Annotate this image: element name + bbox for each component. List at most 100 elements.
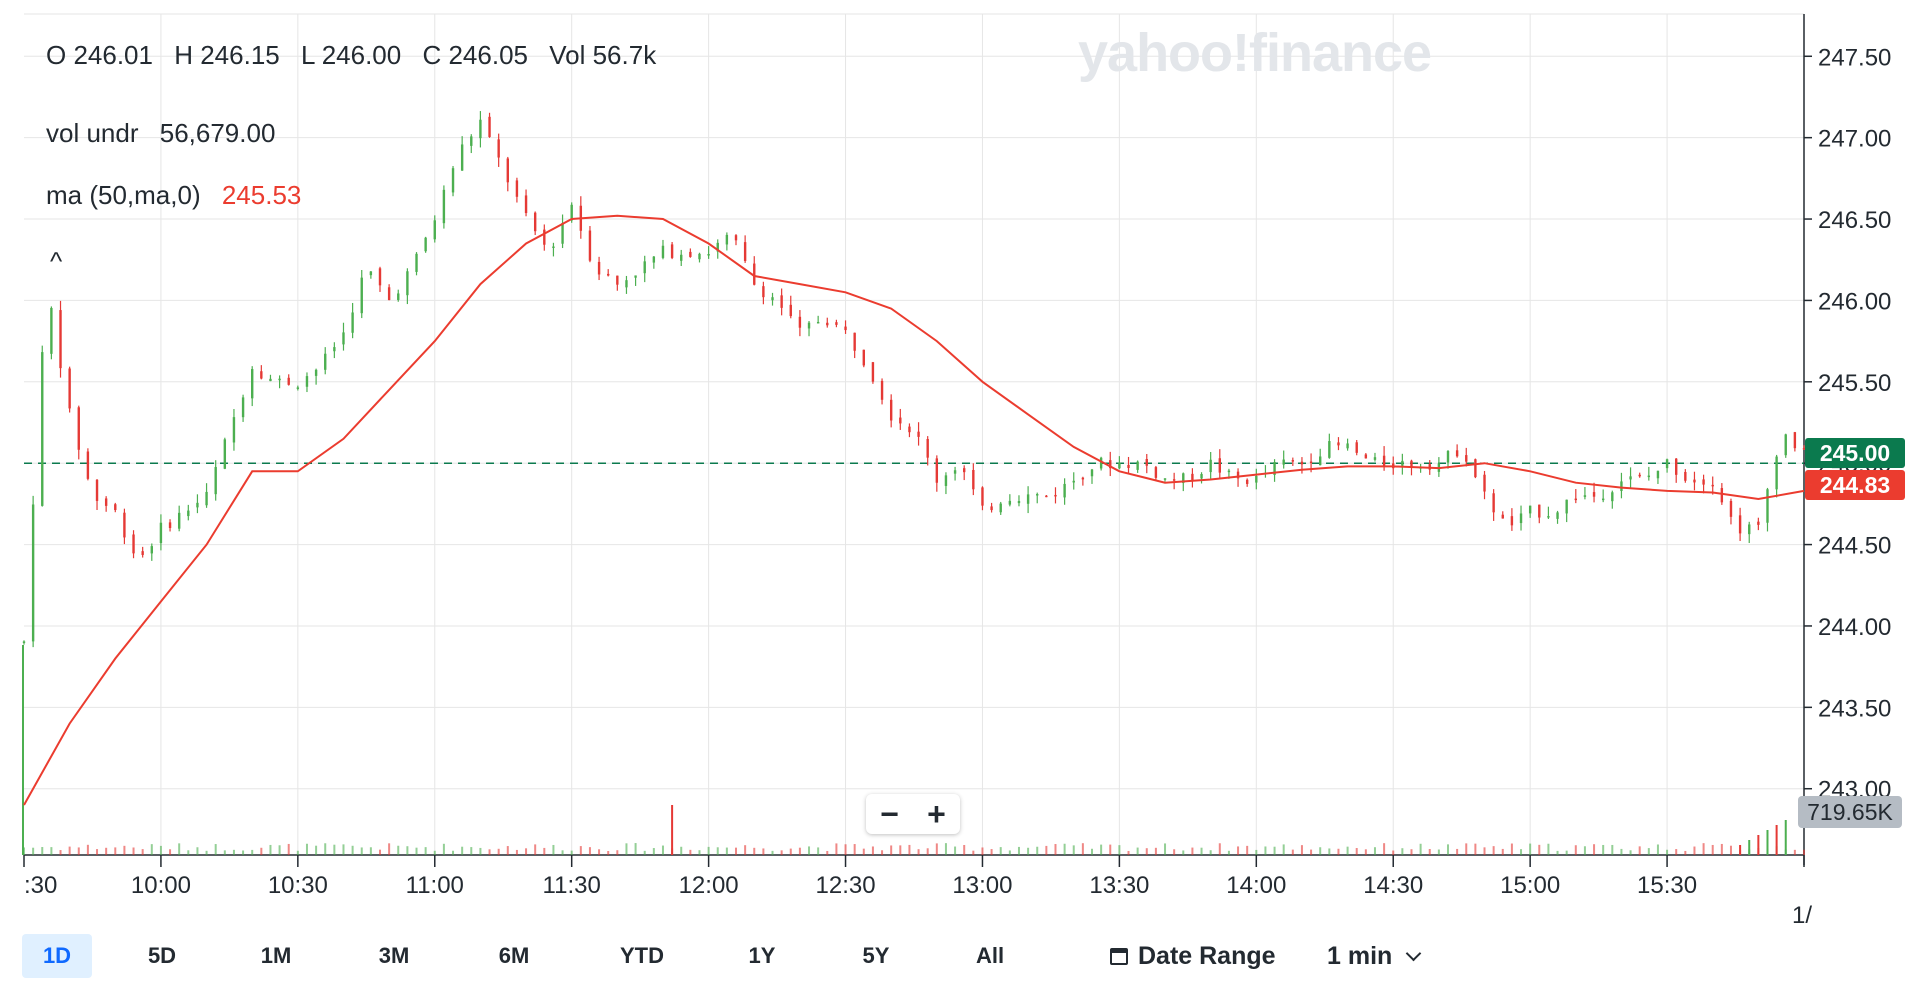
candle-body <box>1163 478 1167 480</box>
candle-body <box>1118 462 1121 469</box>
range-button-3m[interactable]: 3M <box>378 943 410 968</box>
volume-bar <box>1164 843 1167 855</box>
volume-bar <box>1401 848 1404 855</box>
candle-body <box>1775 456 1778 490</box>
range-button-5y[interactable]: 5Y <box>862 943 890 968</box>
volume-bar <box>1200 847 1203 855</box>
volume-bar <box>1127 850 1130 855</box>
legend-low: L 246.00 <box>300 40 402 70</box>
zoom-out-button[interactable]: − <box>880 796 899 832</box>
candle-body <box>397 293 400 300</box>
volume-bar <box>789 848 792 855</box>
candle-body <box>953 470 957 474</box>
volume-bar <box>771 850 774 855</box>
volume-bar <box>68 846 71 855</box>
volume-bar <box>196 847 199 855</box>
candle-body <box>652 256 656 263</box>
volume-bar <box>397 845 400 855</box>
volume-bar <box>50 847 53 855</box>
date-range-label: Date Range <box>1138 942 1276 970</box>
yahoo-finance-watermark: yahoo!finance <box>1078 23 1432 83</box>
candle-body <box>177 512 181 529</box>
interval-label: 1 min <box>1327 942 1393 970</box>
range-button-ytd[interactable]: YTD <box>620 943 664 968</box>
interval-selector[interactable]: 1 min <box>1327 934 1422 978</box>
volume-bar <box>1410 849 1413 855</box>
candle-body <box>1145 459 1148 466</box>
volume-underlay-legend[interactable]: vol undr 56,679.00 <box>46 118 289 149</box>
volume-bar <box>96 849 99 855</box>
volume-bar <box>59 850 62 855</box>
volume-bar <box>406 846 409 855</box>
candle-body <box>972 469 975 490</box>
volume-bar <box>1246 845 1249 855</box>
volume-bar <box>1173 849 1176 855</box>
volume-bar <box>1100 844 1103 855</box>
range-button-1m[interactable]: 1M <box>260 943 292 968</box>
range-button-6m[interactable]: 6M <box>498 943 530 968</box>
candle-body <box>753 263 756 285</box>
volume-bar <box>1182 850 1185 855</box>
candle-body <box>999 503 1002 513</box>
volume-bar <box>643 850 646 855</box>
range-button-1y[interactable]: 1Y <box>748 943 776 968</box>
candle-body <box>479 119 482 139</box>
volume-bar <box>1154 847 1157 855</box>
candle-body <box>716 242 719 252</box>
candle-body <box>552 246 555 248</box>
candle-body <box>780 295 783 308</box>
volume-bar <box>433 850 436 855</box>
range-button-1d[interactable]: 1D <box>22 934 92 978</box>
volume-bar <box>652 848 655 855</box>
volume-bar <box>1273 846 1276 855</box>
moving-average-line <box>23 214 1805 806</box>
candle-body <box>1319 456 1322 466</box>
volume-bar <box>579 846 582 855</box>
collapse-caret-icon[interactable]: ^ <box>50 246 63 276</box>
volume-bar <box>1602 844 1605 855</box>
volume-bar <box>1036 846 1039 855</box>
volume-bar <box>762 848 765 855</box>
volume-bar <box>1520 849 1523 855</box>
candle-body <box>1611 492 1614 502</box>
x-tick-label: 14:30 <box>1363 872 1423 899</box>
legend-open: O 246.01 <box>46 40 153 70</box>
candle-body <box>1154 467 1158 478</box>
zoom-in-button[interactable]: + <box>927 796 946 832</box>
date-range-button[interactable]: Date Range <box>1110 934 1276 978</box>
volume-bar <box>159 845 162 855</box>
range-button-all[interactable]: All <box>975 943 1005 968</box>
candle-body <box>187 510 190 517</box>
candle-body <box>1720 488 1724 503</box>
candle-body <box>114 504 117 511</box>
candle-body <box>1592 492 1596 497</box>
candle-body <box>1045 495 1048 498</box>
volume-bar <box>1593 844 1596 855</box>
volume-bar <box>525 848 528 855</box>
volume-bar <box>269 844 272 855</box>
zoom-control: − + <box>866 794 960 834</box>
volume-bar <box>1218 843 1221 855</box>
volume-bar <box>634 843 637 855</box>
volume-bar-end <box>1766 830 1769 855</box>
range-button-5d[interactable]: 5D <box>147 943 177 968</box>
candle-body <box>899 417 902 424</box>
volume-bar <box>1355 848 1358 855</box>
volume-bar <box>561 850 564 855</box>
candle-body <box>241 397 245 418</box>
volume-bar <box>661 845 664 855</box>
candle-body <box>251 369 254 399</box>
volume-bar <box>1209 850 1212 855</box>
volume-bar <box>1081 843 1084 855</box>
volume-bar <box>1611 844 1614 855</box>
volume-bar <box>817 847 820 855</box>
volume-bar <box>1529 843 1532 855</box>
moving-average-legend[interactable]: ma (50,ma,0) 245.53 <box>46 180 315 211</box>
volume-bar <box>753 847 756 855</box>
volume-bar <box>835 843 838 855</box>
candle-body <box>944 475 948 486</box>
legend-volume: Vol 56.7k <box>549 40 657 70</box>
candle-body <box>1401 460 1404 466</box>
